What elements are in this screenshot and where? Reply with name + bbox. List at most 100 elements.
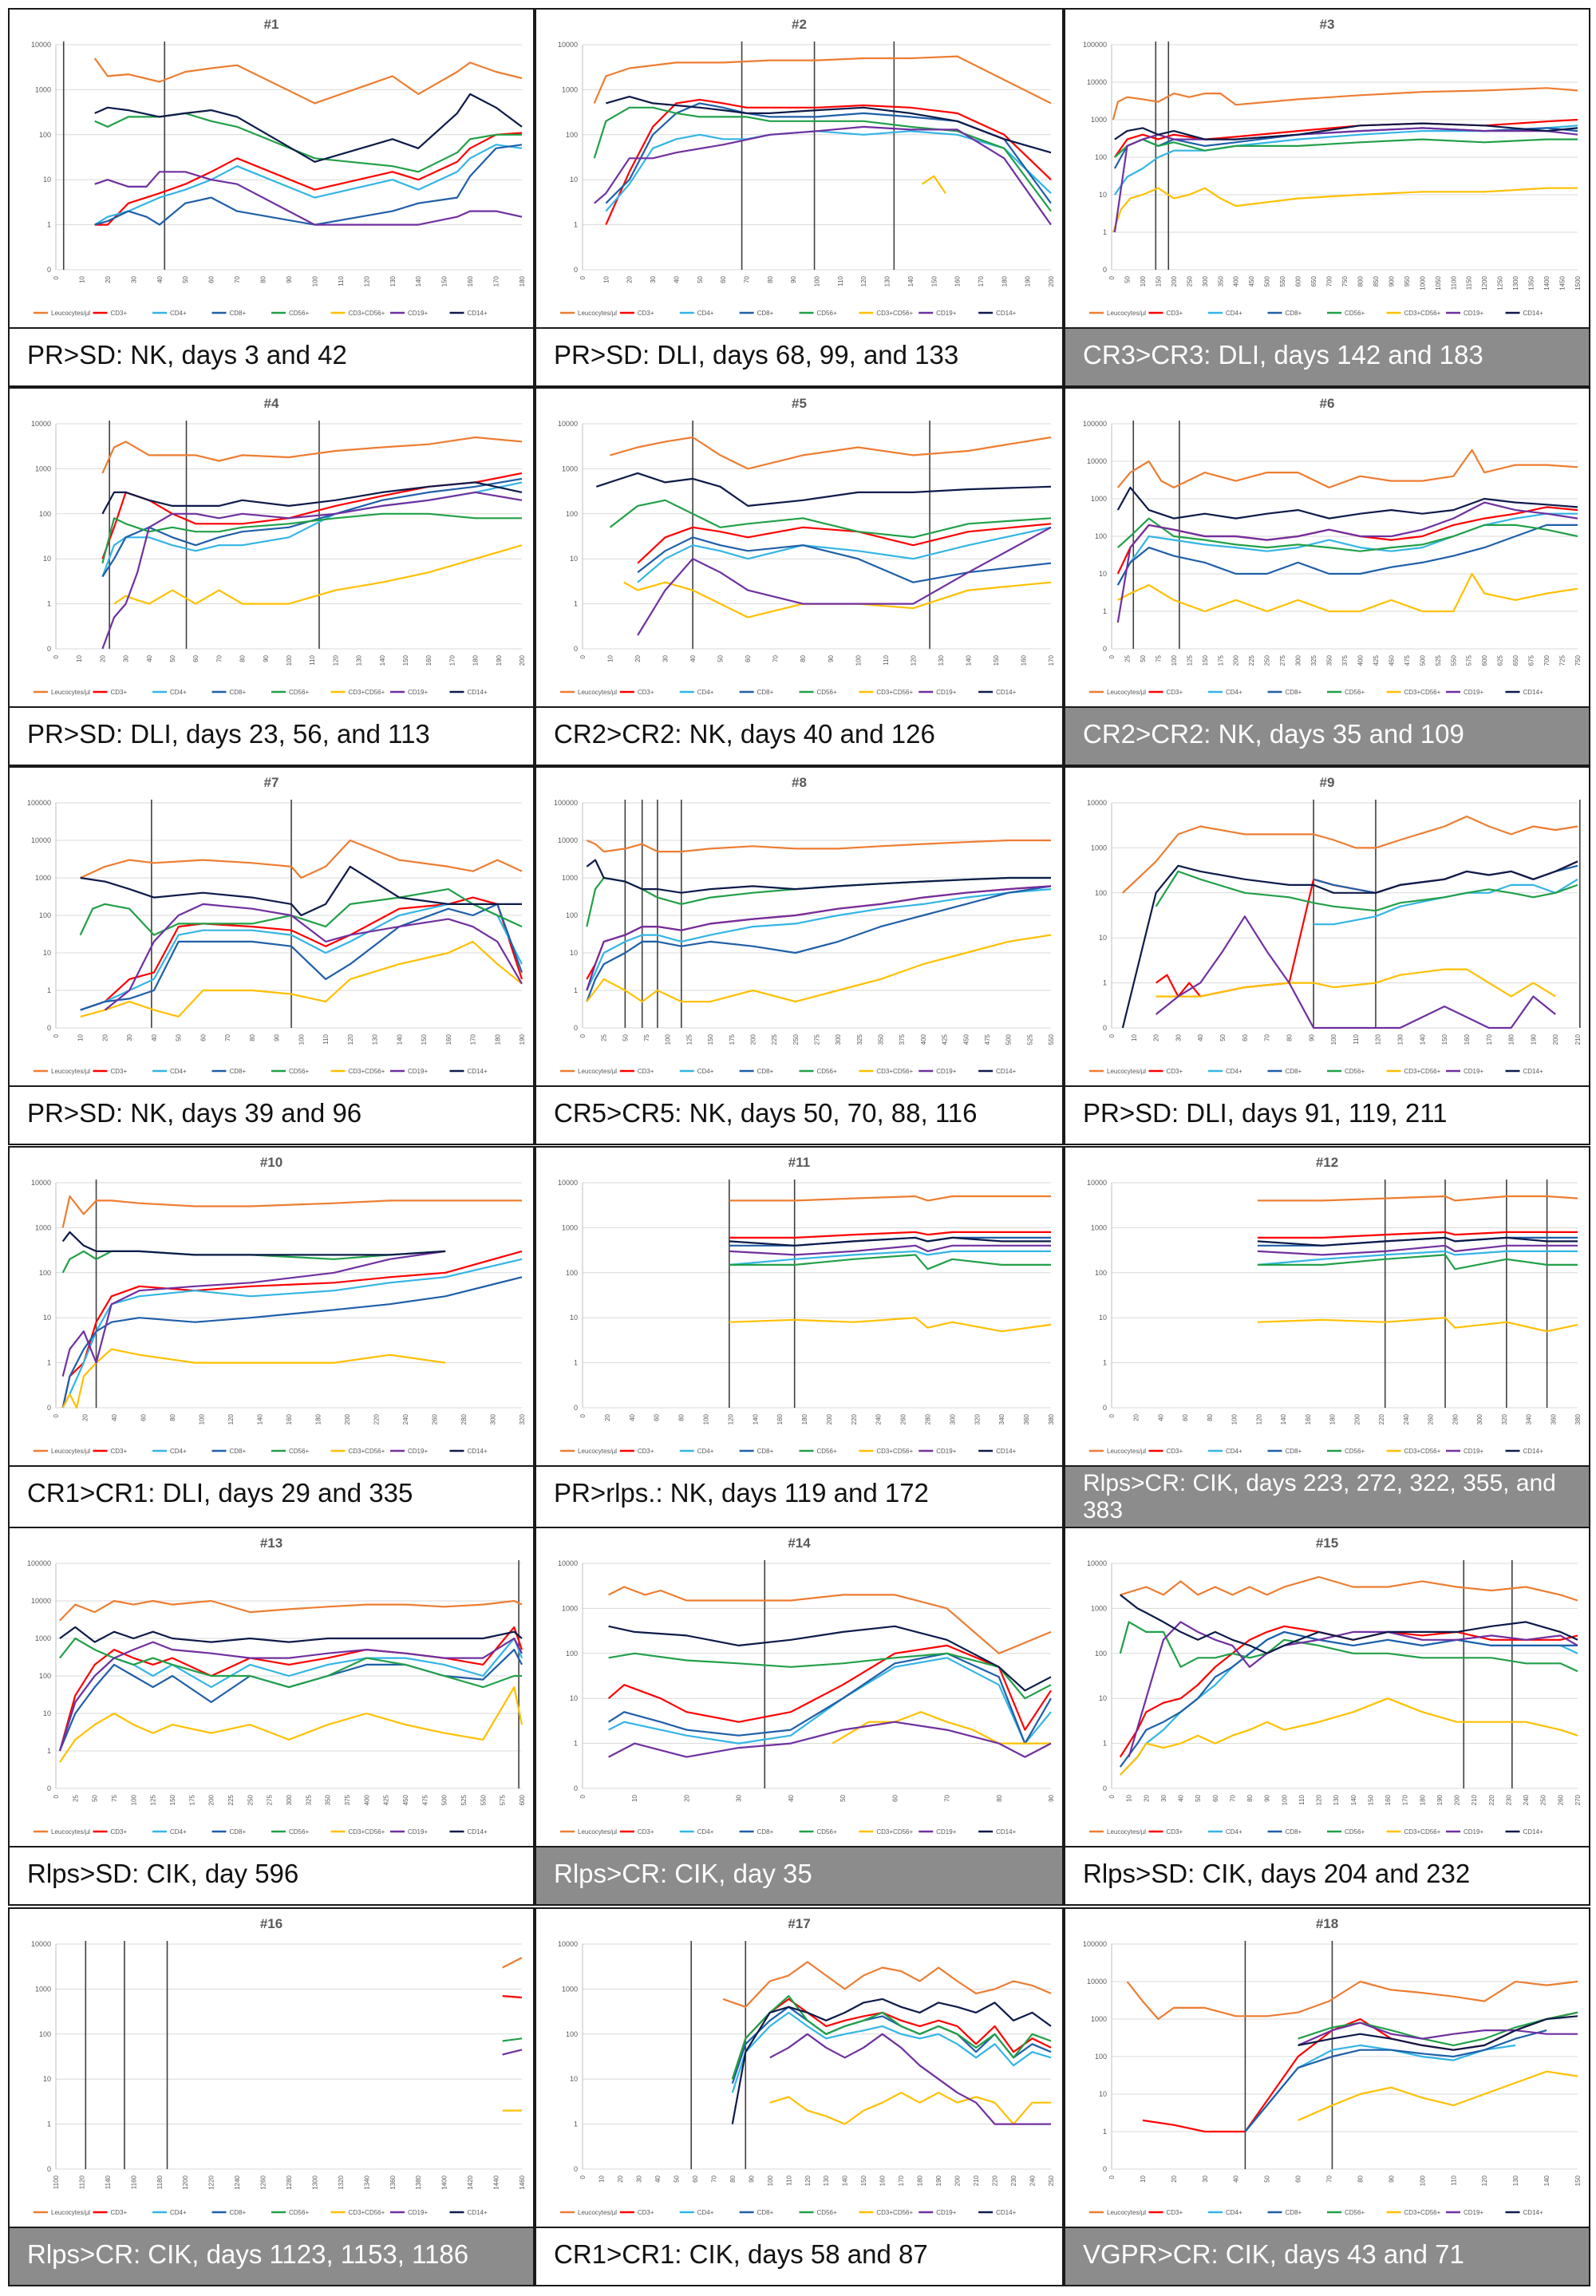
legend-label: CD8+ [230, 1828, 247, 1836]
x-tick-label: 190 [1025, 275, 1032, 287]
y-tick-label: 1 [1103, 228, 1107, 236]
x-tick-label: 20 [82, 1413, 89, 1421]
legend-entry: CD14+ [449, 310, 488, 317]
x-tick-label: 225 [227, 1794, 235, 1805]
x-tick-label: 150 [993, 654, 1000, 666]
panel-caption: Rlps>SD: CIK, days 204 and 232 [1064, 1847, 1590, 1906]
x-tick-label: 1420 [467, 2175, 474, 2189]
legend-label: CD14+ [468, 1448, 488, 1455]
x-tick-label: 180 [1419, 1794, 1426, 1805]
x-tick-label: 600 [1481, 654, 1488, 666]
x-tick-label: 375 [899, 1033, 906, 1045]
x-tick-label: 30 [130, 275, 137, 283]
legend-entry: CD8+ [739, 1828, 774, 1836]
series-line-cd3 [58, 1626, 523, 1752]
x-tick-label: 80 [729, 2175, 737, 2182]
y-tick-label: 0 [574, 1024, 578, 1032]
legend-entry: Leucocytes/µl [560, 1828, 617, 1836]
x-tick-label: 25 [601, 1033, 608, 1041]
legend-entry: CD8+ [211, 310, 247, 317]
x-tick-label: 240 [402, 1413, 409, 1425]
x-tick-label: 400 [1233, 275, 1240, 287]
x-tick-label: 1140 [105, 2175, 112, 2189]
y-tick-label: 1 [574, 221, 578, 229]
legend-label: CD4+ [697, 310, 714, 317]
x-tick-label: 120 [727, 1413, 734, 1425]
y-tick-label: 10 [1099, 191, 1107, 199]
x-tick-label: 0 [579, 1794, 587, 1798]
y-tick-label: 10 [1099, 570, 1107, 578]
legend-entry: CD3+ [619, 310, 654, 317]
legend-entry: Leucocytes/µl [1089, 310, 1146, 317]
legend-label: CD3+CD56+ [349, 1828, 385, 1836]
x-tick-label: 700 [1326, 275, 1333, 287]
x-tick-label: 200 [519, 654, 526, 666]
legend-label: CD19+ [936, 310, 956, 317]
x-tick-label: 70 [215, 654, 223, 662]
y-tick-label: 1000 [562, 874, 578, 882]
legend-label: CD8+ [1286, 1068, 1302, 1075]
x-tick-label: 50 [1264, 2175, 1271, 2182]
x-tick-label: 30 [736, 1794, 743, 1801]
x-tick-label: 100 [1330, 1033, 1337, 1045]
x-tick-label: 110 [837, 275, 844, 286]
legend-entry: CD56+ [271, 1068, 309, 1075]
y-tick-label: 1 [1103, 1359, 1107, 1367]
x-tick-label: 10 [1140, 2175, 1147, 2182]
x-tick-label: 100 [855, 654, 862, 666]
legend-entry: CD56+ [1327, 1448, 1365, 1455]
legend-entry: CD8+ [739, 689, 774, 696]
x-tick-label: 150 [1155, 275, 1162, 287]
legend-entry: CD8+ [1267, 310, 1302, 317]
x-tick-label: 40 [788, 1794, 795, 1801]
x-tick-label: 100 [767, 2175, 774, 2186]
x-tick-label: 50 [1219, 1033, 1227, 1041]
legend-label: Leucocytes/µl [51, 1828, 90, 1836]
legend-entry: CD3+CD56+ [1386, 1448, 1441, 1455]
x-tick-label: 200 [344, 1413, 351, 1425]
x-tick-label: 75 [1155, 654, 1162, 662]
x-tick-label: 200 [826, 1413, 833, 1425]
legend-entry: CD4+ [152, 689, 187, 696]
series-line-cd19 [608, 1721, 1052, 1758]
x-tick-label: 100 [665, 1033, 672, 1045]
y-tick-label: 100000 [27, 799, 51, 807]
legend-label: CD56+ [817, 689, 837, 696]
legend-label: CD14+ [996, 1068, 1016, 1075]
x-tick-label: 250 [1048, 2175, 1055, 2186]
legend-label: CD8+ [230, 689, 247, 696]
chart-title: #2 [792, 17, 807, 32]
legend-label: Leucocytes/µl [51, 689, 90, 696]
y-tick-label: 10000 [31, 836, 51, 844]
x-tick-label: 320 [1501, 1413, 1508, 1425]
y-tick-label: 100 [566, 131, 578, 139]
series-line-cd3cd56 [1298, 2070, 1578, 2121]
x-tick-label: 60 [1295, 2175, 1302, 2182]
legend-entry: CD3+ [93, 1448, 128, 1455]
series-line-cd3 [94, 132, 523, 226]
legend-label: Leucocytes/µl [1107, 1448, 1146, 1455]
x-tick-label: 260 [900, 1413, 907, 1425]
legend-entry: CD19+ [1446, 689, 1483, 696]
x-tick-label: 1240 [234, 2175, 241, 2189]
series-line-leucocytesl [61, 1195, 522, 1228]
y-tick-label: 1000 [1091, 2015, 1107, 2023]
chart-svg: #8 0 1 10 100 1000 10000 100000 0 25 50 75 100 125 150… [554, 775, 1055, 1075]
x-tick-label: 10 [76, 654, 83, 662]
x-tick-label: 100 [199, 1413, 206, 1425]
x-tick-label: 1150 [1466, 275, 1473, 290]
series-line-cd19 [769, 2033, 1051, 2125]
y-tick-label: 10 [570, 1314, 578, 1322]
legend-entry: CD3+CD56+ [330, 1448, 385, 1455]
x-tick-label: 1200 [1481, 275, 1488, 290]
x-tick-label: 150 [930, 275, 938, 287]
x-tick-label: 10 [78, 275, 85, 283]
x-tick-label: 120 [1316, 1794, 1323, 1805]
legend-entry: CD19+ [918, 1068, 957, 1075]
y-tick-label: 10 [570, 555, 578, 563]
panel-caption: CR1>CR1: CIK, days 58 and 87 [535, 2228, 1064, 2286]
y-tick-label: 0 [1103, 266, 1107, 274]
legend-entry: CD14+ [1505, 2209, 1543, 2216]
